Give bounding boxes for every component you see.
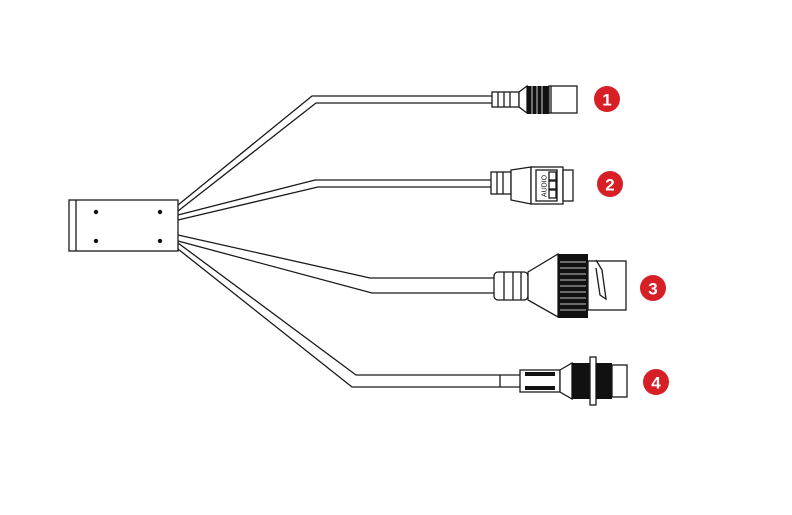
badge-4: 4 [643, 369, 669, 395]
junction-box [68, 199, 179, 252]
cable-1 [177, 95, 494, 212]
badge-1: 1 [594, 86, 620, 112]
cable-4 [177, 242, 520, 388]
audio-connector-icon: AUDIO [490, 166, 574, 205]
badge-1-number: 1 [602, 91, 611, 110]
badge-3-number: 3 [648, 280, 657, 299]
badge-4-number: 4 [651, 374, 661, 393]
dc-power-jack-icon [491, 84, 578, 115]
rj45-network-connector-icon [493, 252, 627, 319]
badge-2: 2 [597, 171, 623, 197]
cable-3 [177, 234, 495, 294]
badge-2-number: 2 [605, 176, 614, 195]
badge-3: 3 [640, 275, 666, 301]
cable-2 [177, 179, 492, 221]
threaded-aviation-connector-icon [519, 356, 628, 406]
audio-label: AUDIO [542, 174, 549, 197]
